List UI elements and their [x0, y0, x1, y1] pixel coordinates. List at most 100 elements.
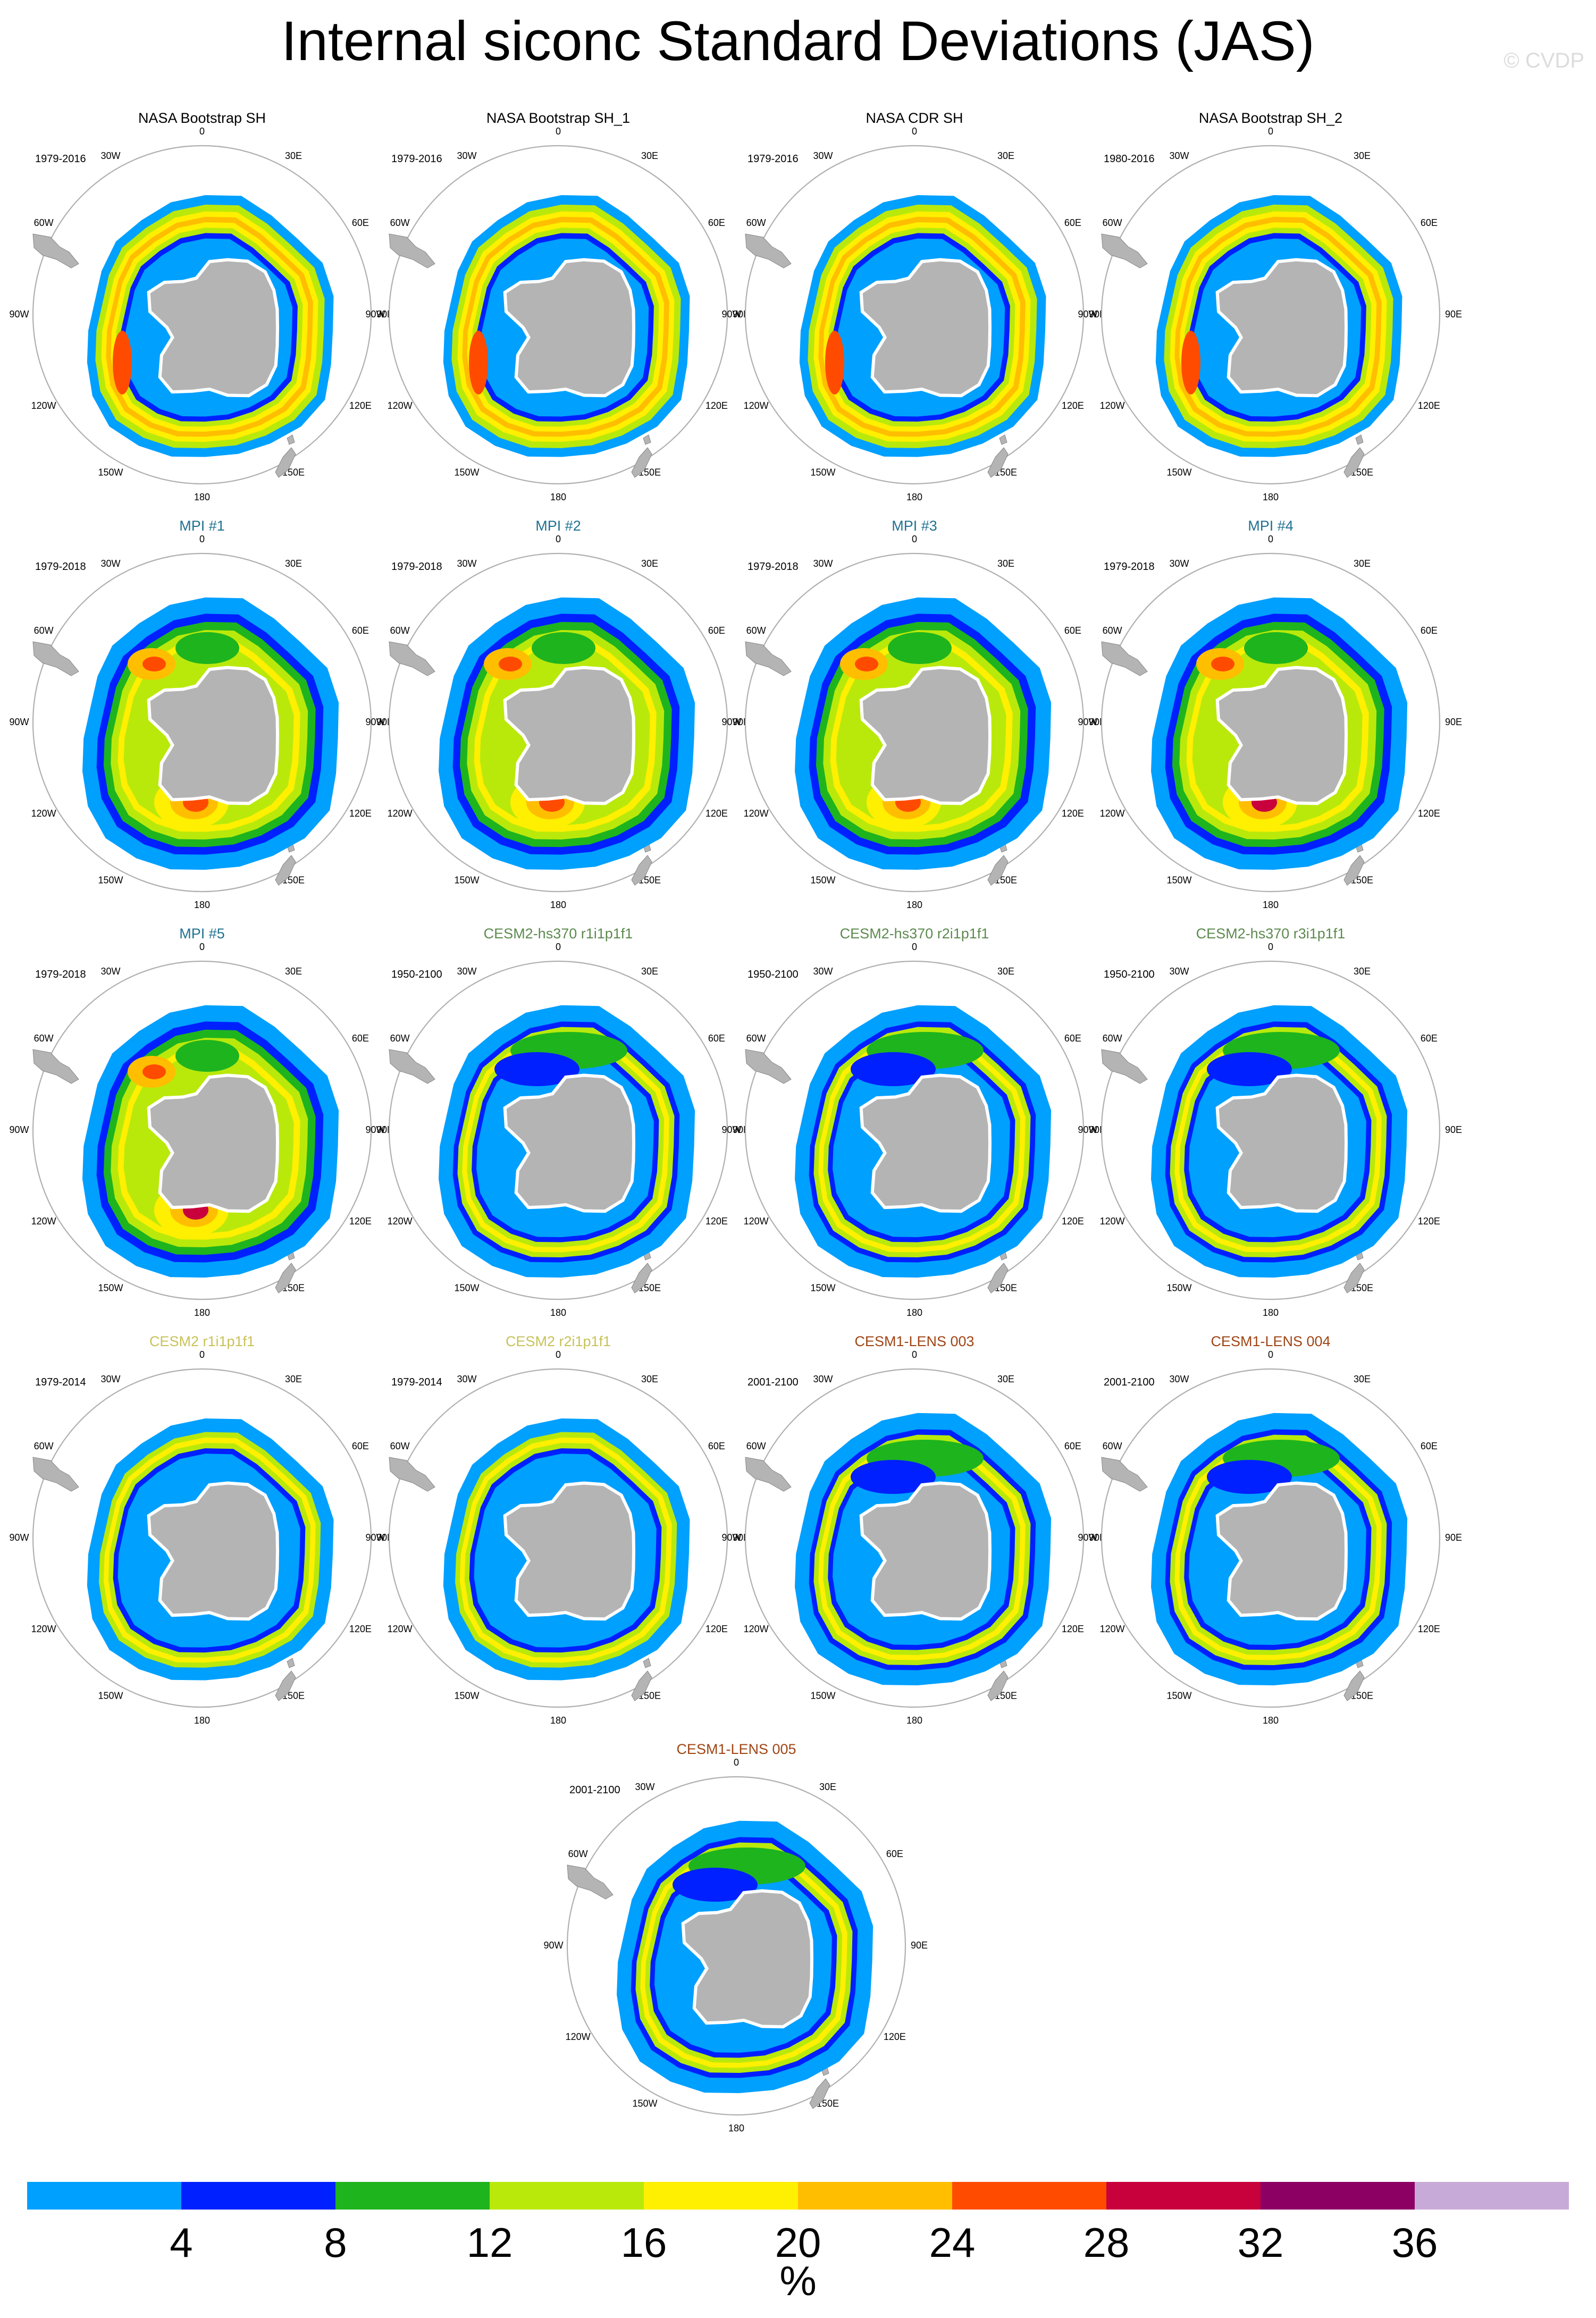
new-zealand-land: [275, 1670, 296, 1701]
longitude-label: 90W: [9, 1124, 29, 1135]
south-america-land: [1101, 1049, 1148, 1084]
longitude-label: 180: [194, 492, 210, 502]
antarctica-land: [503, 258, 636, 398]
longitude-label: 60W: [34, 217, 54, 228]
south-america-land: [1101, 1457, 1148, 1492]
longitude-label: 90E: [1445, 309, 1462, 320]
longitude-label: 150W: [632, 2098, 657, 2109]
antarctica-land: [503, 1481, 636, 1621]
panel-title: MPI #3: [892, 518, 937, 534]
sea-ice-std-contour: [113, 331, 132, 394]
new-zealand-land: [631, 447, 652, 478]
panel-years: 1979-2018: [391, 561, 442, 573]
longitude-label: 120E: [1062, 400, 1084, 411]
panel-title: NASA Bootstrap SH_2: [1199, 110, 1342, 126]
panel-years: 1979-2016: [391, 153, 442, 165]
panel-years: 1979-2016: [35, 153, 86, 165]
longitude-label: 60W: [390, 1033, 410, 1044]
map-panel: MPI #31979-2018030E60E90E120E150E180150W…: [721, 518, 1106, 910]
longitude-label: 150W: [1166, 467, 1191, 478]
sea-ice-std-contour: [855, 657, 878, 671]
colorbar-tick-label: 8: [324, 2219, 347, 2266]
longitude-label: 120E: [1418, 1624, 1440, 1634]
longitude-label: 180: [194, 1307, 210, 1318]
longitude-label: 30E: [641, 150, 658, 161]
panel-years: 1979-2018: [35, 969, 86, 980]
panel-years: 1979-2016: [747, 153, 799, 165]
longitude-label: 120W: [31, 1624, 56, 1634]
map-panel: CESM2-hs370 r1i1p1f11950-2100030E60E90E1…: [365, 926, 750, 1318]
longitude-label: 90W: [721, 1124, 741, 1135]
longitude-label: 120E: [349, 400, 372, 411]
longitude-label: 90W: [365, 1532, 385, 1543]
longitude-label: 60E: [1064, 217, 1081, 228]
colorbar-box: [490, 2182, 644, 2210]
map-panel: NASA Bootstrap SH_2 1980-2016 0 30E 60E 90E 12…: [1078, 110, 1462, 502]
longitude-label: 150W: [98, 1691, 123, 1701]
panel-title: MPI #5: [179, 926, 225, 942]
sea-ice-std-contour: [1207, 1460, 1292, 1494]
panel-years: 1950-2100: [747, 969, 799, 980]
longitude-label: 30E: [641, 1374, 658, 1384]
antarctica-land: [859, 1073, 992, 1213]
longitude-label: 60W: [390, 1441, 410, 1451]
panel-years: 1979-2018: [747, 561, 799, 573]
longitude-label: 60E: [352, 1033, 369, 1044]
longitude-label: 90W: [9, 1532, 29, 1543]
longitude-label: 120W: [744, 1624, 769, 1634]
map-panel: MPI #21979-2018030E60E90E120E150E180150W…: [365, 518, 750, 910]
longitude-label: 0: [556, 534, 561, 544]
panel-title: MPI #2: [535, 518, 581, 534]
longitude-label: 180: [194, 1715, 210, 1726]
new-zealand-land: [987, 447, 1009, 478]
longitude-label: 120W: [388, 400, 413, 411]
longitude-label: 30E: [997, 150, 1014, 161]
longitude-label: 90W: [721, 717, 741, 727]
panel-years: 1979-2018: [35, 561, 86, 573]
colorbar: [27, 2182, 1569, 2210]
longitude-label: 120E: [705, 1216, 728, 1227]
longitude-label: 60E: [352, 625, 369, 636]
longitude-label: 120W: [1100, 1216, 1125, 1227]
map-panel: CESM1-LENS 005 2001-2100 0 30E 60E 90E 120E 150…: [543, 1741, 928, 2134]
longitude-label: 30E: [997, 1374, 1014, 1384]
map-panel: CESM2-hs370 r3i1p1f1 1950-2100 0 30E 60E 90E 1…: [1078, 926, 1462, 1318]
antarctica-land: [1215, 666, 1348, 805]
longitude-label: 0: [912, 126, 917, 137]
panel-title: MPI #1: [179, 518, 225, 534]
longitude-label: 60E: [1421, 1441, 1438, 1451]
south-america-land: [745, 1457, 792, 1492]
colorbar-box: [1415, 2182, 1569, 2210]
longitude-label: 120E: [705, 808, 728, 819]
longitude-label: 30W: [1169, 966, 1189, 977]
colorbar-tick-label: 16: [620, 2219, 667, 2266]
longitude-label: 30W: [457, 558, 476, 569]
longitude-label: 60E: [1064, 1033, 1081, 1044]
longitude-label: 150W: [454, 875, 479, 886]
colorbar-box: [644, 2182, 798, 2210]
longitude-label: 60W: [746, 217, 766, 228]
longitude-label: 120W: [566, 2031, 591, 2042]
new-zealand-land: [275, 1263, 296, 1294]
longitude-label: 180: [1263, 900, 1279, 910]
new-zealand-land: [631, 1670, 652, 1701]
longitude-label: 60W: [390, 625, 410, 636]
longitude-label: 30W: [635, 1782, 654, 1792]
longitude-label: 0: [912, 1349, 917, 1360]
longitude-label: 90E: [1445, 1532, 1462, 1543]
south-america-land: [1101, 233, 1148, 268]
longitude-label: 180: [906, 1307, 922, 1318]
longitude-label: 120W: [388, 1624, 413, 1634]
antarctica-land: [859, 1481, 992, 1621]
longitude-label: 0: [912, 534, 917, 544]
new-zealand-land: [275, 855, 296, 886]
longitude-label: 120E: [705, 1624, 728, 1634]
map-panel: CESM2-hs370 r2i1p1f11950-2100030E60E90E1…: [721, 926, 1106, 1318]
map-panel: CESM1-LENS 004 2001-2100 0 30E 60E 90E 120E 150…: [1078, 1333, 1462, 1726]
longitude-label: 60E: [352, 1441, 369, 1451]
longitude-label: 180: [550, 900, 566, 910]
longitude-label: 60W: [34, 1441, 54, 1451]
colorbar-units-label: %: [779, 2257, 817, 2304]
south-america-land: [32, 233, 79, 268]
longitude-label: 60W: [1103, 1441, 1122, 1451]
